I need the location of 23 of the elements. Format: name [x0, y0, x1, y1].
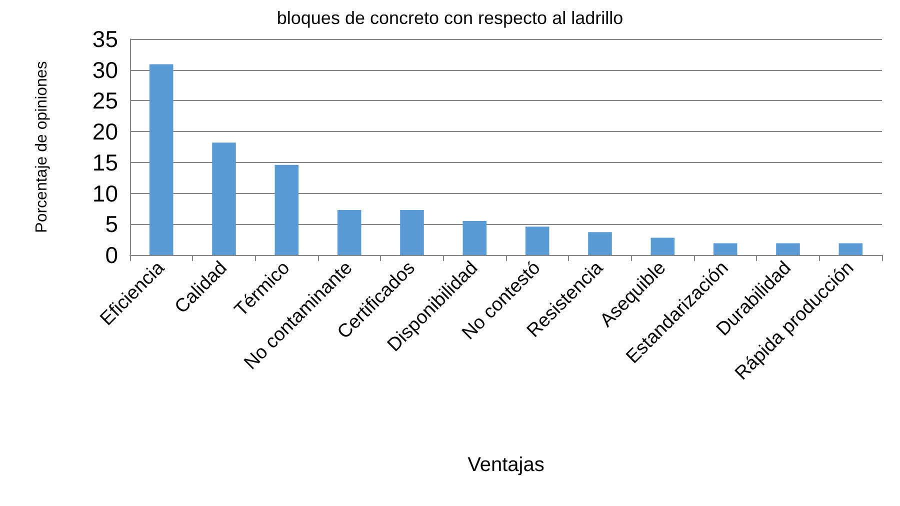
x-axis-title: Ventajas	[468, 454, 544, 476]
y-tick-label: 25	[92, 88, 118, 114]
y-tick-label: 0	[105, 242, 118, 268]
bar	[588, 232, 612, 255]
y-tick-label: 20	[92, 118, 118, 145]
bar	[838, 243, 863, 255]
bar	[149, 64, 174, 255]
y-tick-label: 30	[92, 56, 118, 83]
bar	[776, 243, 800, 255]
bar	[212, 142, 236, 255]
y-axis-title: Porcentaje de opiniones	[34, 61, 50, 233]
y-tick-label: 35	[92, 26, 118, 52]
y-tick-label: 5	[105, 211, 118, 238]
bar	[650, 238, 675, 255]
bar	[274, 164, 299, 255]
bar	[400, 210, 424, 255]
y-tick-label: 15	[92, 149, 118, 176]
chart-title: bloques de concreto con respecto al ladrillo	[276, 8, 624, 28]
y-tick-label: 10	[92, 180, 118, 206]
bar	[462, 221, 487, 255]
bar	[525, 226, 550, 255]
bar	[713, 243, 738, 255]
bar	[337, 210, 362, 255]
